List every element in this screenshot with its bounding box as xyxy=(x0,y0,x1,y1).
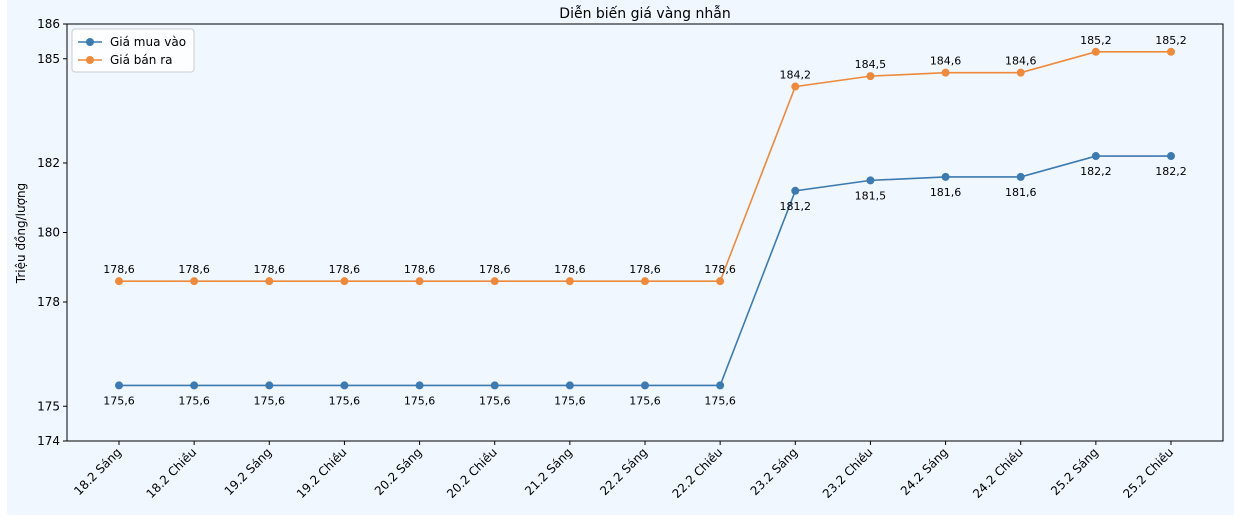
data-label: 178,6 xyxy=(479,263,511,276)
x-tick-label: 19.2 Sáng xyxy=(222,445,275,498)
data-point xyxy=(340,277,349,286)
data-point xyxy=(265,277,274,286)
data-point xyxy=(941,68,950,77)
data-point xyxy=(1167,152,1175,161)
data-point xyxy=(716,381,725,390)
data-label: 175,6 xyxy=(704,394,736,407)
data-label: 184,6 xyxy=(1005,55,1037,68)
data-label: 178,6 xyxy=(178,263,210,276)
y-tick-label: 180 xyxy=(37,226,60,240)
legend-entry: Giá bán ra xyxy=(110,53,172,67)
data-point xyxy=(265,381,274,390)
data-label: 185,2 xyxy=(1080,34,1112,47)
data-point xyxy=(490,381,499,390)
x-tick-label: 24.2 Chiều xyxy=(970,445,1026,501)
data-point xyxy=(1091,47,1100,56)
data-point xyxy=(115,277,123,286)
data-point xyxy=(1016,172,1025,181)
x-tick-label: 23.2 Sáng xyxy=(748,445,801,498)
x-tick-label: 18.2 Sáng xyxy=(71,445,124,498)
data-label: 175,6 xyxy=(254,394,286,407)
data-point xyxy=(641,277,649,286)
data-label: 175,6 xyxy=(329,394,361,407)
data-label: 178,6 xyxy=(629,263,661,276)
y-tick-label: 174 xyxy=(37,434,60,448)
data-point xyxy=(791,186,800,195)
x-tick-label: 20.2 Sáng xyxy=(372,445,425,498)
data-point xyxy=(190,381,199,390)
data-point xyxy=(941,172,950,181)
x-tick-label: 21.2 Sáng xyxy=(522,445,575,498)
x-tick-label: 22.2 Sáng xyxy=(597,445,650,498)
legend: Giá mua vào Giá bán ra xyxy=(71,28,195,73)
legend-marker xyxy=(86,56,94,64)
data-label: 181,6 xyxy=(930,186,962,199)
x-tick-label: 25.2 Sáng xyxy=(1048,445,1101,498)
x-tick-label: 18.2 Chiều xyxy=(144,445,200,501)
data-point xyxy=(415,381,424,390)
y-axis-label: Triệu đồng/lượng xyxy=(14,183,28,284)
data-label: 178,6 xyxy=(554,263,586,276)
data-label: 182,2 xyxy=(1080,165,1112,178)
data-point xyxy=(565,381,574,390)
y-tick-label: 186 xyxy=(37,17,60,31)
data-label: 175,6 xyxy=(178,394,210,407)
data-label: 184,2 xyxy=(780,69,812,82)
plot-area: 174 175 178 180 182 185 186 18.2 Sáng 18.2 Chiều… xyxy=(37,17,1224,501)
data-label: 175,6 xyxy=(629,394,661,407)
data-label: 178,6 xyxy=(329,263,361,276)
data-point xyxy=(1091,152,1100,161)
data-point xyxy=(190,277,199,286)
data-label: 178,6 xyxy=(404,263,436,276)
data-label: 181,5 xyxy=(855,189,887,202)
legend-entry: Giá mua vào xyxy=(110,35,186,49)
data-label: 181,6 xyxy=(1005,186,1037,199)
data-point xyxy=(340,381,349,390)
data-point xyxy=(1016,68,1025,77)
data-point xyxy=(490,277,499,286)
x-tick-label: 22.2 Chiều xyxy=(670,445,726,501)
chart-title: Diễn biến giá vàng nhẫn xyxy=(559,5,730,22)
plot-background xyxy=(66,23,1224,442)
data-point xyxy=(115,381,123,390)
legend-box xyxy=(71,28,195,73)
data-point xyxy=(866,176,875,185)
data-point xyxy=(565,277,574,286)
data-label: 178,6 xyxy=(704,263,736,276)
x-tick-label: 19.2 Chiều xyxy=(294,445,350,501)
x-tick-label: 25.2 Chiều xyxy=(1120,445,1176,501)
y-tick-label: 175 xyxy=(37,399,60,413)
data-label: 185,2 xyxy=(1155,34,1187,47)
data-label: 184,5 xyxy=(855,58,887,71)
data-label: 175,6 xyxy=(479,394,511,407)
data-label: 178,6 xyxy=(103,263,135,276)
data-point xyxy=(866,72,875,81)
data-point xyxy=(716,277,725,286)
x-tick-label: 23.2 Chiều xyxy=(820,445,876,501)
data-label: 182,2 xyxy=(1155,165,1187,178)
data-label: 175,6 xyxy=(103,394,135,407)
data-label: 178,6 xyxy=(254,263,286,276)
data-label: 184,6 xyxy=(930,55,962,68)
data-point xyxy=(791,82,800,91)
data-label: 175,6 xyxy=(404,394,436,407)
data-point xyxy=(415,277,424,286)
x-tick-label: 24.2 Sáng xyxy=(898,445,951,498)
data-point xyxy=(641,381,649,390)
data-label: 181,2 xyxy=(780,200,812,213)
y-tick-label: 185 xyxy=(37,52,60,66)
data-label: 175,6 xyxy=(554,394,586,407)
data-point xyxy=(1167,47,1175,56)
y-tick-label: 182 xyxy=(37,156,60,170)
x-tick-label: 20.2 Chiều xyxy=(444,445,500,501)
y-tick-label: 178 xyxy=(37,295,60,309)
legend-marker xyxy=(86,38,94,46)
